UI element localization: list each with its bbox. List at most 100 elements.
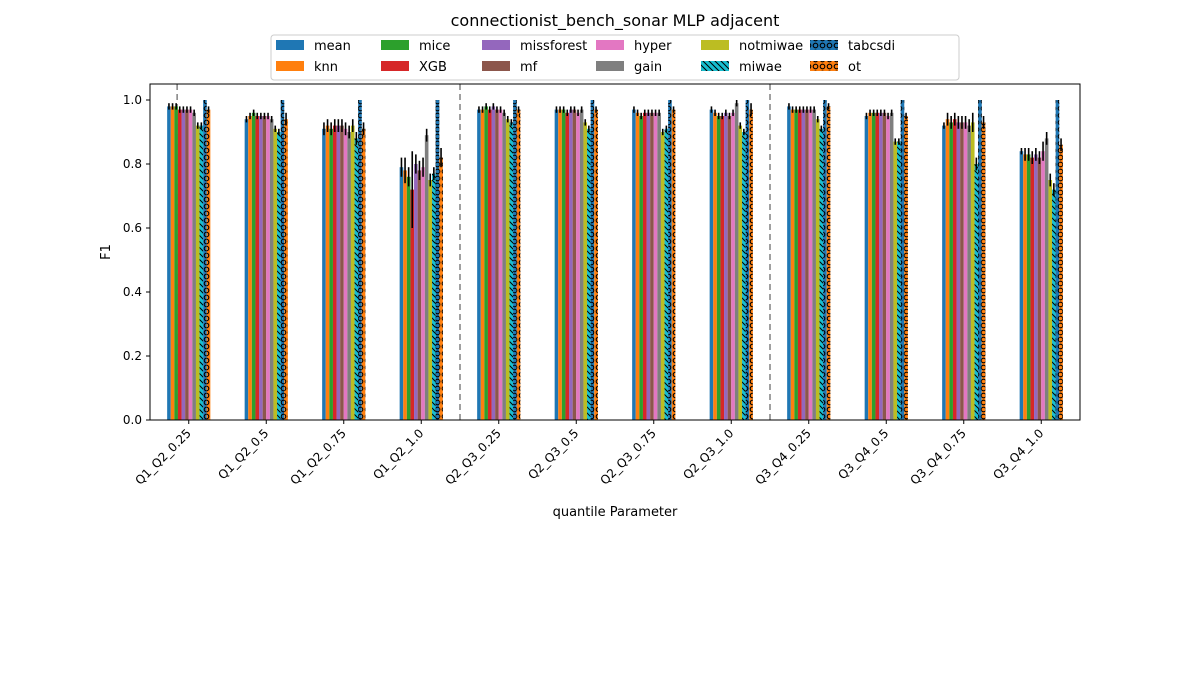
bar-knn xyxy=(558,109,562,420)
bar-notmiwae xyxy=(350,125,355,420)
bar-mean xyxy=(244,119,249,420)
x-tick-label: Q1_Q2_0.5 xyxy=(215,426,271,482)
legend-label-mean: mean xyxy=(314,39,351,54)
y-tick-label: 0.0 xyxy=(123,413,142,427)
x-axis: Q1_Q2_0.25 Q1_Q2_0.5 Q1_Q2_0.75 Q1_Q2_1.0 Q2… xyxy=(132,420,1046,488)
x-tick-label: Q2_Q3_0.25 xyxy=(442,426,503,487)
bar-mf xyxy=(882,112,887,421)
bar-notmiwae xyxy=(195,125,200,420)
bar-missforest xyxy=(646,112,651,421)
bar-mice xyxy=(329,128,333,421)
bar-missforest xyxy=(724,112,728,421)
legend-label-mice: mice xyxy=(419,39,450,54)
bar-hatch-tabcsdi xyxy=(358,100,362,420)
bar-hatch-tabcsdi xyxy=(435,100,440,420)
x-tick-label: Q3_Q4_0.75 xyxy=(907,426,968,487)
bar-missforest xyxy=(181,109,186,420)
legend-swatch-gain xyxy=(596,61,624,71)
bar-hyper xyxy=(886,116,890,420)
bar-missforest xyxy=(414,164,418,420)
bar-hyper xyxy=(576,112,580,421)
bar-hyper xyxy=(653,112,658,421)
bar-missforest xyxy=(879,112,883,421)
bar-hyper xyxy=(188,109,193,420)
bar-knn xyxy=(1023,154,1027,420)
legend-label-XGB: XGB xyxy=(419,60,447,75)
bar-knn xyxy=(713,112,717,421)
bar-missforest xyxy=(801,109,806,420)
bar-gain xyxy=(1044,138,1049,420)
bar-gain xyxy=(812,109,816,420)
bar-notmiwae xyxy=(815,119,820,420)
bar-hatch-ot xyxy=(1059,144,1063,421)
legend-label-gain: gain xyxy=(634,60,662,75)
legend-swatch-hyper xyxy=(596,40,624,50)
bar-hyper xyxy=(266,116,270,420)
x-tick-label: Q2_Q3_0.75 xyxy=(597,426,658,487)
bar-hyper xyxy=(1041,151,1045,420)
bar-mean xyxy=(322,128,326,421)
bar-hatch-ot xyxy=(981,122,986,421)
bar-hatch-miwae xyxy=(897,141,901,420)
legend-label-hyper: hyper xyxy=(634,39,672,54)
bar-notmiwae xyxy=(583,122,588,421)
bar-notmiwae xyxy=(738,125,743,420)
bar-XGB xyxy=(565,112,570,421)
bar-mice xyxy=(174,106,178,421)
bar-mean xyxy=(709,109,714,420)
x-tick-label: Q2_Q3_1.0 xyxy=(680,426,736,482)
legend-swatch-XGB xyxy=(381,61,409,71)
legend-label-missforest: missforest xyxy=(520,39,587,54)
bar-mice xyxy=(871,112,876,421)
bar-notmiwae xyxy=(893,141,898,420)
bar-gain xyxy=(192,112,196,421)
x-tick-label: Q1_Q2_0.25 xyxy=(132,426,193,487)
bar-knn xyxy=(248,116,252,420)
bar-knn xyxy=(790,109,795,420)
bar-mf xyxy=(805,109,809,420)
legend-swatch-missforest xyxy=(482,40,510,50)
bar-mice xyxy=(1026,154,1031,420)
legend-swatch-mice xyxy=(381,40,409,50)
legend-label-knn: knn xyxy=(314,60,338,75)
legend-swatch-hatch xyxy=(810,61,838,71)
bar-gain xyxy=(734,103,739,420)
bar-mf xyxy=(262,116,267,420)
bar-hyper xyxy=(963,122,968,421)
bar-hatch-miwae xyxy=(277,132,281,420)
bar-knn xyxy=(868,112,872,421)
bar-knn xyxy=(480,109,485,420)
bar-hatch-ot xyxy=(826,106,831,421)
bar-notmiwae xyxy=(970,122,975,421)
bar-hatch-ot xyxy=(749,109,753,420)
x-tick-label: Q3_Q4_0.5 xyxy=(835,426,891,482)
bar-mf xyxy=(1037,157,1042,420)
bar-mean xyxy=(167,106,171,421)
bar-XGB xyxy=(332,125,337,420)
bar-mice xyxy=(561,109,566,420)
bar-mean xyxy=(864,116,869,420)
bar-hyper xyxy=(343,128,348,421)
bar-notmiwae xyxy=(273,128,278,421)
bar-hatch-miwae xyxy=(1052,189,1056,420)
bar-mf xyxy=(185,109,189,420)
bar-gain xyxy=(657,112,661,421)
y-tick-label: 0.2 xyxy=(123,349,142,363)
bar-hatch-ot xyxy=(594,109,598,420)
bar-notmiwae xyxy=(428,180,433,420)
legend-swatch-notmiwae xyxy=(701,40,729,50)
bar-notmiwae xyxy=(505,119,510,420)
bar-knn xyxy=(170,106,175,421)
x-tick-label: Q3_Q4_1.0 xyxy=(990,426,1046,482)
bar-mice xyxy=(484,106,488,421)
x-tick-label: Q1_Q2_0.75 xyxy=(287,426,348,487)
bar-mf xyxy=(340,125,344,420)
bar-mean xyxy=(554,109,559,420)
bar-missforest xyxy=(336,125,341,420)
bar-knn xyxy=(945,119,950,420)
bar-hatch-miwae xyxy=(509,122,514,421)
bar-knn xyxy=(403,170,407,420)
bar-mf xyxy=(727,116,732,420)
bar-gain xyxy=(889,112,894,421)
